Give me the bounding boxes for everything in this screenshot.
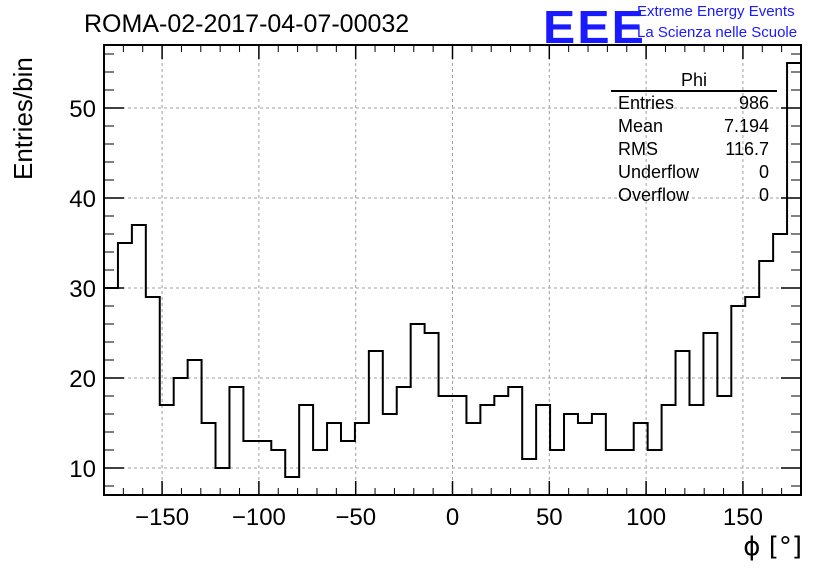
histogram-bin <box>536 405 550 495</box>
x-tick-label: 150 <box>723 504 763 531</box>
histogram-bin <box>313 450 327 495</box>
y-tick-label: 50 <box>69 96 96 123</box>
histogram-bin <box>425 333 439 495</box>
histogram-bin <box>188 360 202 495</box>
histogram-bin <box>411 324 425 495</box>
y-tick-label: 10 <box>69 456 96 483</box>
stats-label: Overflow <box>618 185 690 205</box>
histogram-bin <box>480 405 494 495</box>
histogram-bin <box>662 405 676 495</box>
stats-row-overflow: Overflow 0 <box>611 184 777 207</box>
histogram-bin <box>466 423 480 495</box>
histogram-bin <box>397 387 411 495</box>
histogram-bin <box>745 297 759 495</box>
y-tick-label: 40 <box>69 186 96 213</box>
y-tick-label: 30 <box>69 276 96 303</box>
stats-row-underflow: Underflow 0 <box>611 161 777 184</box>
histogram-bin <box>592 414 606 495</box>
y-axis-label: Entries/bin <box>8 57 38 180</box>
histogram-bin <box>453 396 467 495</box>
histogram-bin <box>439 396 453 495</box>
x-tick-label: 50 <box>536 504 563 531</box>
x-tick-label: −50 <box>335 504 376 531</box>
stats-value: 986 <box>738 93 769 113</box>
stats-value: 0 <box>758 162 769 182</box>
histogram-bin <box>508 387 522 495</box>
histogram-bin <box>703 333 717 495</box>
x-tick-label: −150 <box>135 504 189 531</box>
histogram-bin <box>104 288 118 495</box>
histogram-bin <box>202 423 216 495</box>
y-tick-label: 20 <box>69 366 96 393</box>
histogram-bin <box>606 450 620 495</box>
histogram-bin <box>132 225 146 495</box>
histogram-bin <box>355 423 369 495</box>
stats-row-rms: RMS 116.7 <box>611 138 777 161</box>
stats-label: Underflow <box>618 162 700 182</box>
histogram-bin <box>578 423 592 495</box>
eee-logo-mark: EEE <box>543 1 646 53</box>
chart-title: ROMA-02-2017-04-07-00032 <box>84 10 410 38</box>
histogram-bin <box>773 234 787 495</box>
histogram-bin <box>648 450 662 495</box>
histogram-bin <box>494 396 508 495</box>
x-tick-label: 0 <box>446 504 459 531</box>
histogram-bin <box>689 405 703 495</box>
histogram-bin <box>676 351 690 495</box>
histogram-bin <box>369 351 383 495</box>
x-tick-label: 100 <box>626 504 666 531</box>
histogram-bin <box>787 63 801 495</box>
x-axis-label: ϕ [°] <box>743 532 802 562</box>
histogram-bin <box>383 414 397 495</box>
histogram-bin <box>564 414 578 495</box>
histogram-bin <box>146 297 160 495</box>
histogram-bin <box>118 243 132 495</box>
histogram-bin <box>299 405 313 495</box>
stats-row-entries: Entries 986 <box>611 92 777 115</box>
histogram-bin <box>285 477 299 495</box>
histogram-series <box>104 62 801 478</box>
histogram-bin <box>229 387 243 495</box>
histogram-bin <box>327 423 341 495</box>
x-tick-label: −100 <box>232 504 286 531</box>
histogram-bin <box>174 378 188 495</box>
stats-label: Entries <box>618 93 675 113</box>
stats-box: Phi Entries 986 Mean 7.194 RMS 116.7 Und… <box>611 70 777 207</box>
histogram-bin <box>216 468 230 495</box>
stats-box-title: Phi <box>611 70 777 92</box>
stats-label: Mean <box>618 116 664 136</box>
stats-value: 116.7 <box>725 139 769 159</box>
histogram-bin <box>717 396 731 495</box>
histogram-bin <box>550 450 564 495</box>
stats-row-mean: Mean 7.194 <box>611 115 777 138</box>
histogram-bin <box>522 459 536 495</box>
stats-label: RMS <box>618 139 658 159</box>
logo-line-2: La Scienza nelle Scuole <box>637 24 798 41</box>
stats-value: 7.194 <box>723 116 769 136</box>
logo-line-1: Extreme Energy Events <box>637 3 795 20</box>
stats-value: 0 <box>758 185 769 205</box>
